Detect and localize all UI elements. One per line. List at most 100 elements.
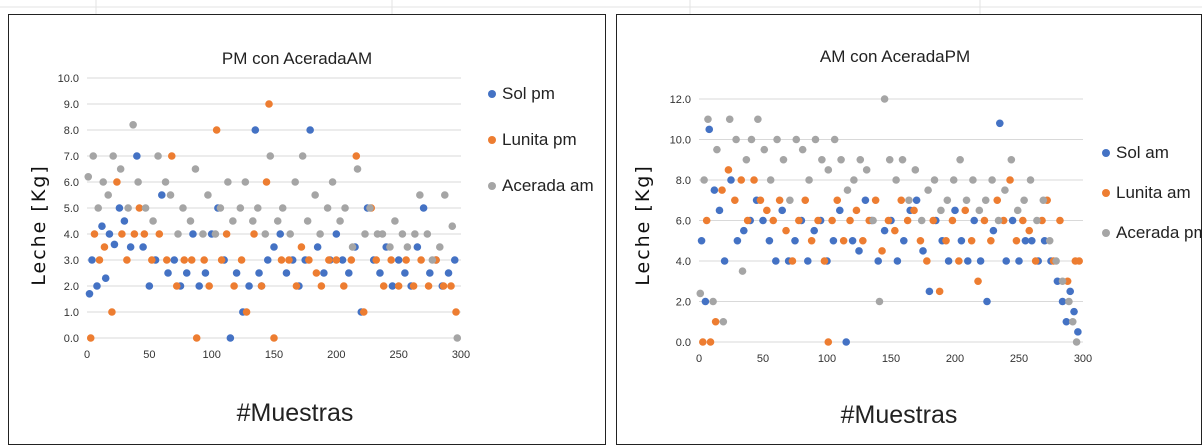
- data-point: [199, 230, 207, 238]
- data-point: [84, 173, 92, 181]
- data-point: [98, 222, 106, 230]
- data-point: [837, 156, 845, 164]
- data-point: [949, 217, 957, 225]
- data-point: [731, 196, 739, 204]
- data-point: [721, 257, 729, 265]
- data-point: [411, 230, 419, 238]
- data-point: [416, 191, 424, 199]
- series-lunita-pm: [87, 100, 460, 342]
- x-tick-label: 250: [1010, 353, 1028, 365]
- data-point: [1015, 257, 1023, 265]
- data-point: [795, 217, 803, 225]
- data-point: [983, 298, 991, 306]
- data-point: [849, 237, 857, 245]
- chart-title: PM con AceradaAM: [222, 49, 372, 68]
- data-point: [805, 176, 813, 184]
- data-point: [223, 230, 231, 238]
- data-point: [243, 308, 251, 316]
- data-point: [452, 308, 460, 316]
- data-point: [776, 196, 784, 204]
- data-point: [345, 269, 353, 277]
- y-tick-label: 8.0: [676, 175, 691, 187]
- data-point: [250, 230, 258, 238]
- data-point: [705, 126, 713, 134]
- data-point: [154, 152, 162, 160]
- x-tick-label: 50: [143, 349, 155, 361]
- data-point: [109, 152, 117, 160]
- data-point: [252, 126, 260, 134]
- x-tick-label: 250: [389, 349, 407, 361]
- data-point: [1002, 257, 1010, 265]
- data-point: [376, 269, 384, 277]
- data-point: [386, 243, 394, 251]
- data-point: [213, 126, 221, 134]
- series-acerada-am: [84, 121, 461, 342]
- data-point: [696, 290, 704, 298]
- data-point: [224, 178, 232, 186]
- data-point: [917, 237, 925, 245]
- x-axis-label: #Muestras: [841, 401, 958, 429]
- data-point: [395, 256, 403, 264]
- data-point: [737, 176, 745, 184]
- data-point: [404, 243, 412, 251]
- x-tick-label: 300: [452, 349, 470, 361]
- y-tick-label: 1.0: [64, 307, 79, 319]
- data-point: [1056, 217, 1064, 225]
- data-point: [872, 196, 880, 204]
- data-point: [987, 237, 995, 245]
- data-point: [387, 256, 395, 264]
- data-point: [856, 156, 864, 164]
- data-point: [881, 227, 889, 235]
- data-point: [453, 334, 461, 342]
- data-point: [1033, 217, 1041, 225]
- data-point: [263, 178, 271, 186]
- data-point: [1009, 217, 1017, 225]
- data-point: [293, 282, 301, 290]
- data-point: [116, 204, 124, 212]
- legend-marker: [488, 90, 496, 98]
- y-tick-label: 7.0: [64, 151, 79, 163]
- data-point: [792, 136, 800, 144]
- data-point: [767, 176, 775, 184]
- data-point: [850, 176, 858, 184]
- data-point: [420, 204, 428, 212]
- data-point: [919, 247, 927, 255]
- data-point: [976, 207, 984, 215]
- data-point: [123, 256, 131, 264]
- data-point: [87, 334, 95, 342]
- data-point: [977, 257, 985, 265]
- data-point: [316, 230, 324, 238]
- data-point: [372, 256, 380, 264]
- data-point: [233, 269, 241, 277]
- data-point: [773, 136, 781, 144]
- legend-label: Sol am: [1116, 143, 1169, 162]
- data-point: [349, 243, 357, 251]
- data-point: [818, 156, 826, 164]
- data-point: [844, 186, 852, 194]
- data-point: [1059, 277, 1067, 285]
- data-point: [436, 243, 444, 251]
- data-point: [424, 230, 432, 238]
- data-point: [99, 178, 107, 186]
- x-tick-label: 200: [327, 349, 345, 361]
- data-point: [836, 207, 844, 215]
- data-point: [862, 196, 870, 204]
- scatter-plot-pm: PM con AceradaAM #Muestras Leche [Kg] 0.…: [9, 15, 607, 446]
- y-tick-label: 3.0: [64, 255, 79, 267]
- data-point: [734, 237, 742, 245]
- data-point: [347, 256, 355, 264]
- data-point: [950, 176, 958, 184]
- x-tick-label: 150: [265, 349, 283, 361]
- data-point: [230, 282, 238, 290]
- chart-am-con-acerada-pm[interactable]: AM con AceradaPM #Muestras Leche [Kg] 0.…: [616, 14, 1202, 445]
- data-point: [164, 269, 172, 277]
- data-point: [192, 165, 200, 173]
- data-point: [995, 217, 1003, 225]
- data-point: [91, 230, 99, 238]
- data-point: [299, 152, 307, 160]
- data-point: [1008, 156, 1016, 164]
- data-point: [318, 282, 326, 290]
- chart-pm-con-acerada-am[interactable]: PM con AceradaAM #Muestras Leche [Kg] 0.…: [8, 14, 606, 445]
- data-point: [964, 257, 972, 265]
- data-point: [725, 166, 733, 174]
